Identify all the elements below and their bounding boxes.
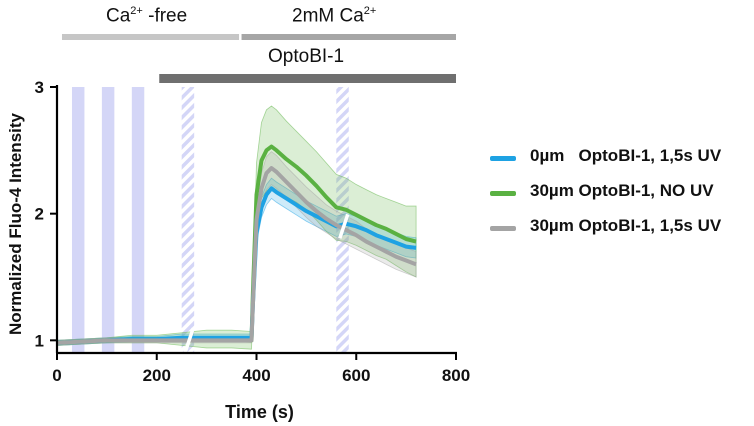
uv-stimulus-band-1 — [71, 87, 85, 353]
series-lines — [56, 144, 417, 345]
y-tick-label: 1 — [35, 331, 44, 350]
legend-label: 0µm OptoBI-1, 1,5s UV — [530, 146, 722, 165]
trace-gap-mark-1 — [183, 327, 195, 353]
condition-bars — [61, 34, 456, 83]
y-tick-label: 3 — [35, 78, 44, 97]
legend-label: 30µm OptoBI-1, NO UV — [530, 181, 714, 200]
ca-2mm-label: 2mM Ca2+ — [292, 5, 377, 27]
condition-bar-2 — [241, 34, 456, 40]
legend-swatch-green — [490, 191, 516, 196]
uv-stimulus-band-4 — [181, 87, 195, 353]
ca-free-label: Ca2+ -free — [106, 5, 188, 27]
trace-gap-mark-2 — [338, 213, 350, 239]
uv-stimulus-band-5 — [336, 87, 349, 353]
series-line-1 — [56, 186, 417, 345]
uv-stimulus-band-3 — [131, 87, 145, 353]
x-tick-label: 200 — [143, 366, 171, 385]
legend-swatch-gray — [490, 226, 516, 231]
y-axis-label: Normalized Fluo-4 Intensity — [6, 112, 25, 335]
uv-stimulus-layer — [71, 87, 349, 353]
condition-bar-3 — [159, 74, 456, 83]
series-line-3 — [56, 166, 417, 345]
legend-swatch-blue — [490, 156, 516, 161]
x-axis-label: Time (s) — [225, 402, 294, 422]
optobi-label: OptoBI-1 — [268, 46, 345, 67]
legend-label: 30µm OptoBI-1, 1,5s UV — [530, 216, 722, 235]
y-tick-label: 2 — [35, 205, 44, 224]
condition-bar-1 — [61, 34, 240, 40]
x-tick-label: 400 — [242, 366, 270, 385]
uv-stimulus-band-2 — [101, 87, 115, 353]
x-tick-label: 600 — [342, 366, 370, 385]
x-tick-label: 800 — [442, 366, 470, 385]
axes: 0 200 400 600 800 1 2 3 Time (s) Normalized Fluo-… — [6, 78, 470, 422]
x-tick-label: 0 — [52, 366, 61, 385]
uv-gap-marks — [183, 213, 350, 353]
